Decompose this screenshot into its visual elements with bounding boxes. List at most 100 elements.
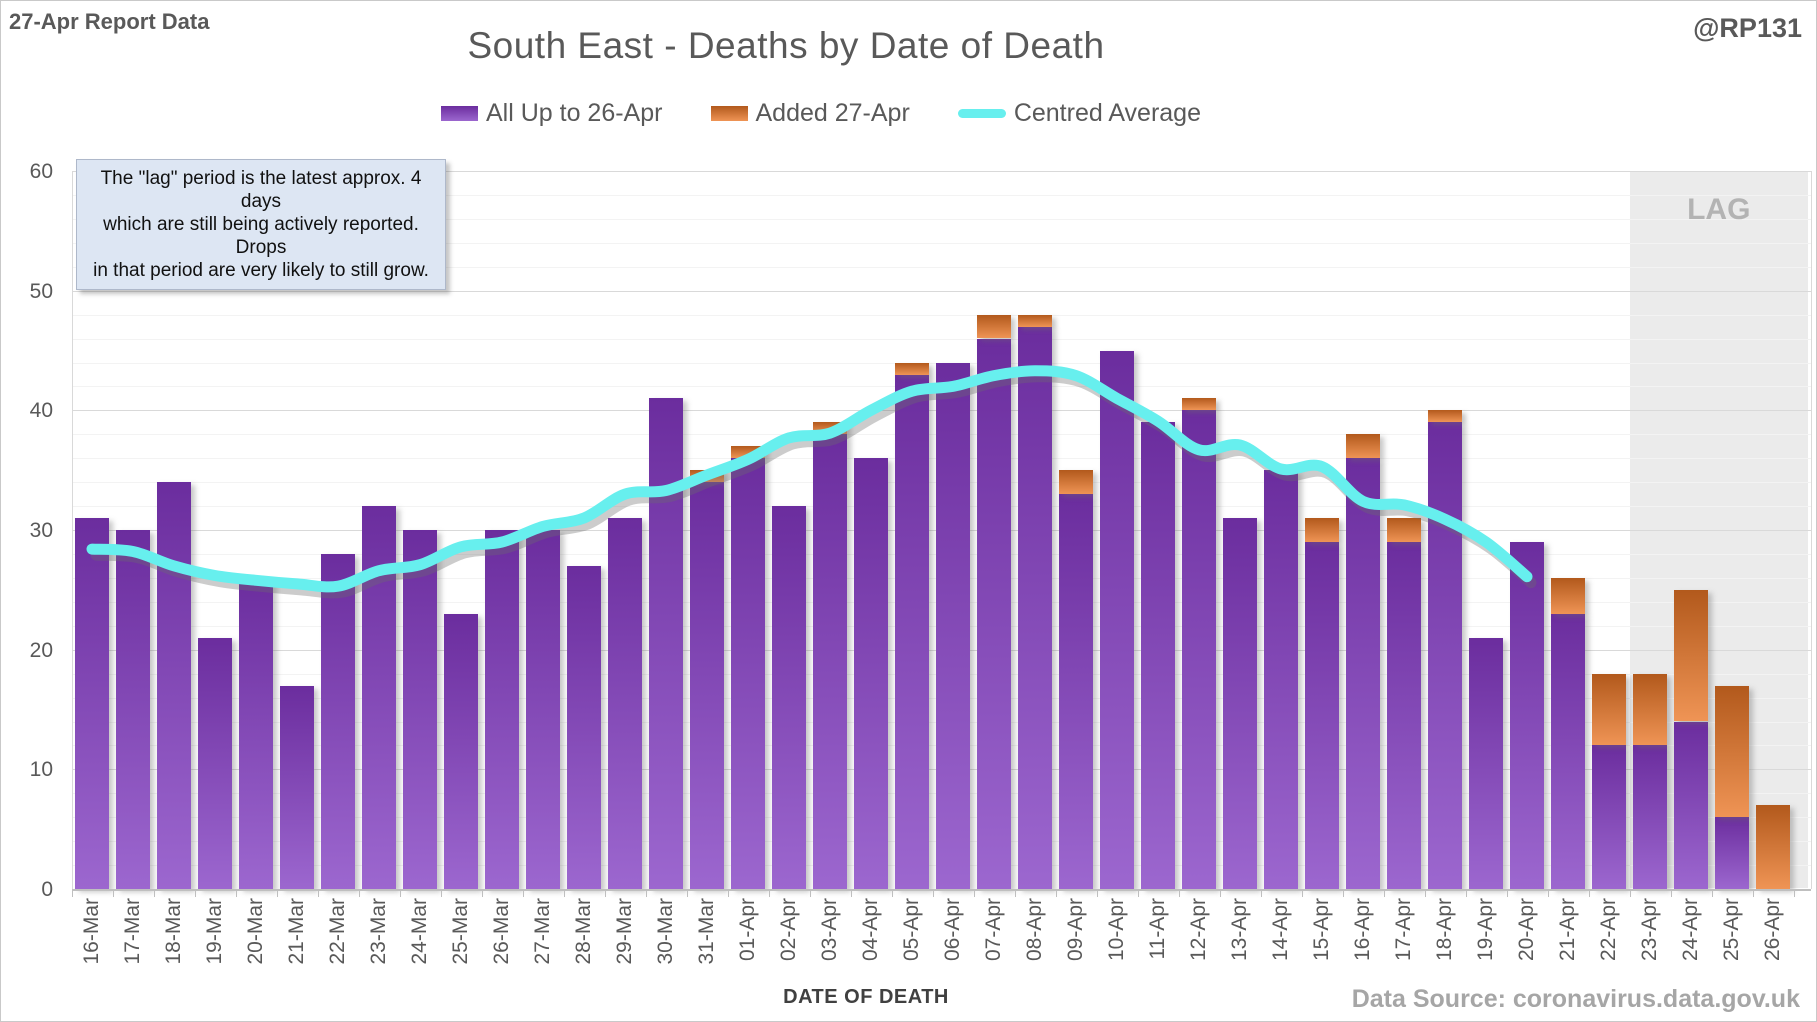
x-axis-tick-label: 21-Apr bbox=[1556, 898, 1579, 962]
x-axis-tick-label: 21-Mar bbox=[285, 898, 308, 965]
x-axis-tick-label: 15-Apr bbox=[1310, 898, 1333, 962]
x-axis-tick-label: 29-Mar bbox=[613, 898, 636, 965]
x-axis-tick bbox=[727, 889, 729, 897]
bar-all-up-to-26apr-11-Apr bbox=[1141, 422, 1175, 889]
x-axis-tick-label: 30-Mar bbox=[654, 898, 677, 965]
x-axis-tick-label: 23-Mar bbox=[367, 898, 390, 965]
bar-added-27apr-16-Apr bbox=[1346, 434, 1380, 459]
bar-all-up-to-26apr-15-Apr bbox=[1305, 542, 1339, 889]
y-axis-tick-label: 60 bbox=[29, 160, 53, 183]
centred-average-line-path bbox=[86, 365, 1533, 593]
bar-all-up-to-26apr-27-Mar bbox=[526, 530, 560, 889]
bar-added-27apr-23-Apr bbox=[1633, 673, 1667, 746]
x-axis-title: DATE OF DEATH bbox=[783, 986, 949, 1008]
x-axis-tick bbox=[112, 889, 114, 897]
x-axis-tick-label: 04-Apr bbox=[859, 898, 882, 962]
x-axis-tick-label: 18-Apr bbox=[1433, 898, 1456, 962]
bar-added-27apr-09-Apr bbox=[1059, 470, 1093, 495]
x-axis-tick-label: 16-Mar bbox=[80, 898, 103, 965]
x-axis-tick-label: 27-Mar bbox=[531, 898, 554, 965]
x-axis-tick-label: 25-Apr bbox=[1720, 898, 1743, 962]
x-axis-tick-label: 25-Mar bbox=[449, 898, 472, 965]
x-axis-tick bbox=[1383, 889, 1385, 897]
x-axis-tick-label: 22-Mar bbox=[326, 898, 349, 965]
legend-item-centred-average: Centred Average bbox=[957, 99, 1201, 128]
bar-added-27apr-22-Apr bbox=[1592, 673, 1626, 746]
x-axis-tick-label: 28-Mar bbox=[572, 898, 595, 965]
bar-all-up-to-26apr-19-Mar bbox=[198, 637, 232, 889]
x-axis-tick-label: 08-Apr bbox=[1023, 898, 1046, 962]
x-axis-tick bbox=[481, 889, 483, 897]
report-data-label: 27-Apr Report Data bbox=[9, 9, 210, 34]
x-axis-tick bbox=[522, 889, 524, 897]
bar-all-up-to-26apr-20-Apr bbox=[1510, 542, 1544, 889]
gridline-minor bbox=[72, 218, 1811, 220]
x-axis-tick bbox=[563, 889, 565, 897]
bar-all-up-to-26apr-02-Apr bbox=[772, 506, 806, 889]
bar-all-up-to-26apr-18-Apr bbox=[1428, 422, 1462, 889]
bar-all-up-to-26apr-25-Mar bbox=[444, 613, 478, 889]
x-axis-tick-label: 14-Apr bbox=[1269, 898, 1292, 962]
bar-all-up-to-26apr-09-Apr bbox=[1059, 494, 1093, 889]
x-axis-tick bbox=[194, 889, 196, 897]
bar-all-up-to-26apr-01-Apr bbox=[731, 458, 765, 889]
purple-bar-swatch-icon bbox=[441, 106, 478, 121]
gridline-minor bbox=[72, 242, 1811, 244]
bar-all-up-to-26apr-28-Mar bbox=[567, 565, 601, 889]
bar-added-27apr-25-Apr bbox=[1715, 685, 1749, 818]
bar-added-27apr-05-Apr bbox=[895, 362, 929, 375]
bar-all-up-to-26apr-08-Apr bbox=[1018, 326, 1052, 889]
x-axis-tick bbox=[1547, 889, 1549, 897]
x-axis-tick-label: 07-Apr bbox=[982, 898, 1005, 962]
bar-all-up-to-26apr-12-Apr bbox=[1182, 410, 1216, 889]
bar-all-up-to-26apr-07-Apr bbox=[977, 338, 1011, 889]
x-axis-tick bbox=[1793, 889, 1795, 897]
centred-average-line-shadow bbox=[90, 371, 1537, 599]
bar-all-up-to-26apr-22-Mar bbox=[321, 553, 355, 889]
x-axis-tick bbox=[1629, 889, 1631, 897]
x-axis-tick bbox=[358, 889, 360, 897]
bar-all-up-to-26apr-06-Apr bbox=[936, 362, 970, 889]
bar-added-27apr-24-Apr bbox=[1674, 589, 1708, 722]
plot-right-border bbox=[1811, 171, 1812, 889]
bar-all-up-to-26apr-25-Apr bbox=[1715, 817, 1749, 889]
x-axis-tick bbox=[809, 889, 811, 897]
bar-all-up-to-26apr-26-Mar bbox=[485, 530, 519, 889]
x-axis-tick bbox=[1588, 889, 1590, 897]
x-axis-tick-label: 13-Apr bbox=[1228, 898, 1251, 962]
x-axis-tick-label: 06-Apr bbox=[941, 898, 964, 962]
x-axis-tick bbox=[604, 889, 606, 897]
annotation-line: The "lag" period is the latest approx. 4… bbox=[100, 168, 422, 212]
bar-all-up-to-26apr-13-Apr bbox=[1223, 518, 1257, 889]
bar-all-up-to-26apr-16-Apr bbox=[1346, 458, 1380, 889]
bar-added-27apr-08-Apr bbox=[1018, 314, 1052, 327]
x-axis-tick bbox=[1342, 889, 1344, 897]
x-axis-tick bbox=[1014, 889, 1016, 897]
y-axis-tick-label: 50 bbox=[29, 279, 53, 303]
y-axis-line bbox=[72, 171, 73, 889]
x-axis-tick-label: 31-Mar bbox=[695, 898, 718, 965]
x-axis-tick bbox=[440, 889, 442, 897]
bar-added-27apr-26-Apr bbox=[1756, 805, 1790, 889]
bar-all-up-to-26apr-03-Apr bbox=[813, 434, 847, 889]
bar-all-up-to-26apr-04-Apr bbox=[854, 458, 888, 889]
bar-added-27apr-07-Apr bbox=[977, 314, 1011, 339]
y-axis-tick-label: 20 bbox=[29, 638, 53, 662]
y-axis-tick-label: 0 bbox=[41, 878, 53, 901]
x-axis-tick-label: 24-Apr bbox=[1679, 898, 1702, 962]
bar-all-up-to-26apr-24-Mar bbox=[403, 530, 437, 889]
bar-all-up-to-26apr-21-Apr bbox=[1551, 613, 1585, 889]
x-axis-tick bbox=[645, 889, 647, 897]
x-axis-line bbox=[72, 889, 1811, 891]
legend-label: Added 27-Apr bbox=[755, 99, 910, 127]
chart-title: South East - Deaths by Date of Death bbox=[467, 25, 1105, 66]
x-axis-tick-label: 01-Apr bbox=[736, 898, 759, 962]
x-axis-tick bbox=[1711, 889, 1713, 897]
x-axis-tick bbox=[1260, 889, 1262, 897]
bar-all-up-to-26apr-30-Mar bbox=[649, 398, 683, 889]
gridline-minor bbox=[72, 194, 1811, 196]
x-axis-tick bbox=[1137, 889, 1139, 897]
